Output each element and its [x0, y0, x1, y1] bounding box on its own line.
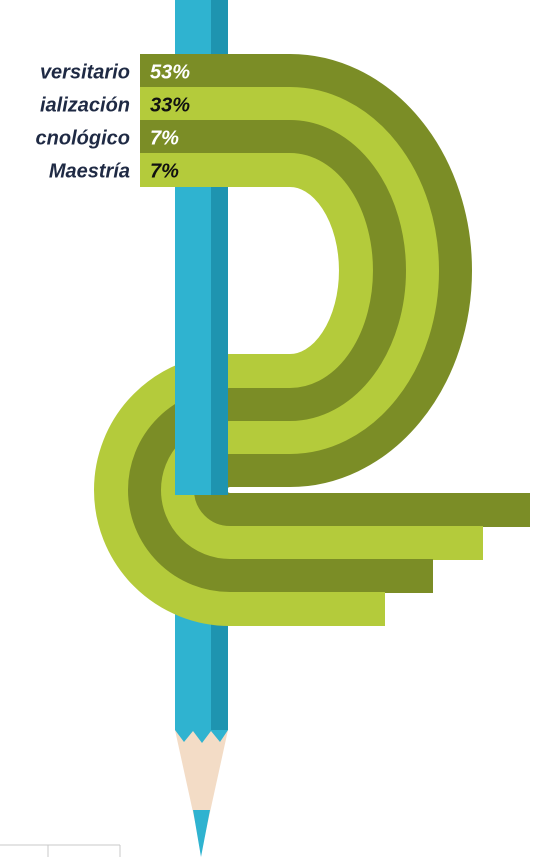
item-label: ialización [40, 94, 130, 116]
item-label: versitario [40, 61, 130, 83]
pencil-shade [211, 188, 228, 495]
pencil-wood [175, 730, 228, 835]
band [127, 120, 433, 593]
pencil-edge [175, 730, 228, 743]
labels: versitario 53% ialización 33% cnológico 7% Mae… [36, 61, 191, 182]
item-label: cnológico [36, 127, 130, 149]
pencil-lead [193, 810, 210, 857]
item-value: 7% [150, 127, 179, 149]
item-value: 53% [150, 61, 190, 83]
item-label: Maestría [49, 160, 130, 182]
item-value: 7% [150, 160, 179, 182]
pencil-shade [211, 600, 228, 730]
band [140, 87, 483, 560]
item-value: 33% [150, 94, 190, 116]
